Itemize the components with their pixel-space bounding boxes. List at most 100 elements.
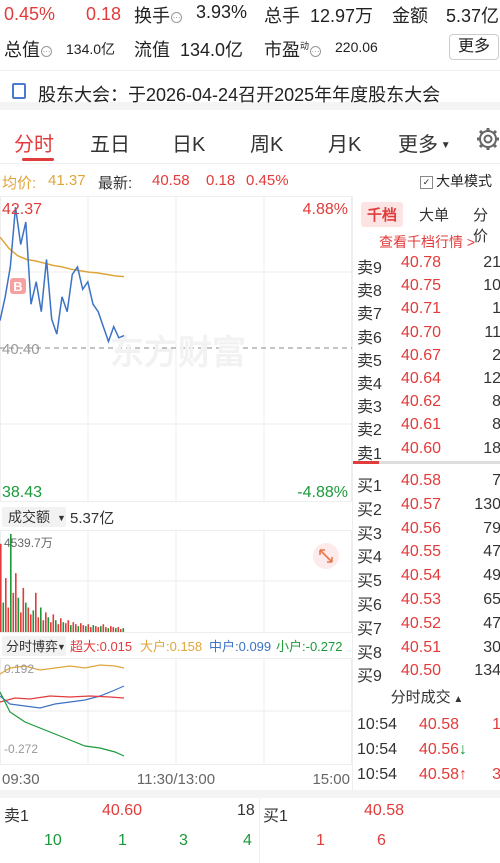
- caret-down-icon: ▼: [57, 642, 66, 652]
- bid-row[interactable]: 买1 40.58 7: [353, 470, 500, 495]
- volume-bar: [105, 627, 107, 632]
- avg-price-label: 均价:: [2, 175, 37, 192]
- bid-row[interactable]: 买3 40.56 79: [353, 518, 500, 543]
- bid-label: 买5: [357, 573, 382, 591]
- flow-high-label: 0.192: [4, 662, 34, 676]
- tab-big-orders[interactable]: 大单: [419, 207, 450, 224]
- volume-bar: [32, 610, 35, 632]
- ask-volume: 11: [484, 323, 500, 341]
- big-order-mode-toggle[interactable]: ✓ 大单模式: [420, 171, 500, 191]
- expand-icon[interactable]: [313, 543, 339, 569]
- market-cap-label: 总值 ⋯: [4, 40, 52, 60]
- ask-volume: 8: [492, 416, 500, 434]
- bottom-buy-label: 买1: [263, 808, 288, 825]
- bottom-sell-vol: 18: [237, 802, 255, 819]
- tab-daily-k[interactable]: 日K: [172, 134, 206, 156]
- caret-up-icon: ▲: [450, 694, 464, 705]
- volume-bar: [5, 578, 7, 632]
- bid-label: 买4: [357, 549, 382, 567]
- tab-more[interactable]: 更多 ▼: [398, 134, 451, 156]
- tab-monthly-k[interactable]: 月K: [328, 134, 362, 156]
- tab-price-distribution[interactable]: 分价: [473, 207, 489, 245]
- volume-bar: [115, 628, 117, 632]
- last-change: 0.18: [206, 172, 236, 189]
- bid-volume: 130: [474, 495, 500, 513]
- ask-volume: 12: [483, 370, 500, 387]
- bottom-buy-price: 40.58: [364, 802, 405, 819]
- tab-five-day[interactable]: 五日: [90, 134, 130, 156]
- bid-price: 40.53: [401, 591, 442, 608]
- bid-row[interactable]: 买6 40.53 65: [353, 589, 500, 614]
- bid-row[interactable]: 买5 40.54 49: [353, 565, 500, 591]
- bid-volume: 65: [483, 591, 500, 608]
- ask-row[interactable]: 卖8 40.75 10: [353, 275, 500, 300]
- info-icon[interactable]: ⋯: [171, 12, 182, 23]
- price-base-label: 40.40: [2, 341, 40, 358]
- ask-price: 40.67: [401, 346, 442, 364]
- volume-bar: [77, 626, 80, 632]
- view-thousand-levels-link[interactable]: 查看千档行情 >: [378, 234, 476, 250]
- ask-row[interactable]: 卖3 40.62 8: [353, 391, 500, 416]
- intraday-chart[interactable]: 东方财富 B 42.37 4.88% 40.40 38.43 -4.88% 成交…: [0, 196, 352, 790]
- bid-row[interactable]: 买9 40.50 134: [353, 660, 500, 685]
- bid-volume: 49: [483, 567, 500, 585]
- tab-intraday[interactable]: 分时: [14, 134, 54, 156]
- volume-bar: [42, 620, 45, 632]
- ask-row[interactable]: 卖2 40.61 8: [353, 414, 500, 439]
- trade-price: 40.58: [419, 716, 460, 733]
- flow-selector[interactable]: [2, 636, 66, 656]
- info-icon[interactable]: ⋯: [310, 46, 322, 57]
- bottom-sell-price: 40.60: [102, 802, 143, 819]
- ask-row[interactable]: 卖7 40.71 1: [353, 298, 500, 323]
- active-tab-indicator: [22, 158, 54, 161]
- tab-thousand-levels[interactable]: 千档: [361, 202, 404, 227]
- flow-mid: 中户:0.099: [209, 639, 271, 654]
- ask-row[interactable]: 卖9 40.78 21: [353, 252, 500, 277]
- bid-row[interactable]: 买2 40.57 130: [353, 494, 500, 519]
- flow-mid-line: [0, 685, 125, 709]
- trade-price: 40.58↑: [419, 766, 468, 783]
- price-low-label: 38.43: [2, 484, 42, 501]
- tick-trades-header[interactable]: 分时成交 ▲: [390, 689, 464, 706]
- flow-super-line: [0, 695, 125, 703]
- price-line: [0, 207, 125, 344]
- ask-row[interactable]: 卖6 40.70 11: [353, 322, 500, 347]
- announcement-bar[interactable]: 股东大会：于2026-04-24召开2025年年度股东大会: [0, 70, 500, 110]
- bid-volume: 47: [483, 543, 500, 561]
- ask-row[interactable]: 卖5 40.67 2: [353, 345, 500, 370]
- ask-row[interactable]: 卖4 40.64 12: [353, 368, 500, 393]
- document-icon: [12, 83, 26, 99]
- buy-order-count: 6: [377, 832, 386, 849]
- more-stats-button[interactable]: 更多: [449, 34, 499, 60]
- float-cap-label: 流值: [134, 40, 170, 60]
- buy-marker: B: [10, 278, 26, 294]
- gear-icon[interactable]: [475, 126, 500, 152]
- market-cap-value: 134.0亿: [66, 41, 116, 57]
- bid-row[interactable]: 买7 40.52 47: [353, 613, 500, 638]
- checkbox-icon[interactable]: ✓: [420, 176, 433, 189]
- volume-bar: [35, 592, 37, 632]
- volume-bar: [97, 627, 100, 632]
- bid-label: 买3: [357, 525, 382, 543]
- volume-bar: [80, 623, 82, 632]
- price-high-label: 42.37: [2, 201, 42, 218]
- bid-row[interactable]: 买4 40.55 47: [353, 541, 500, 567]
- bid-price: 40.55: [401, 543, 442, 561]
- info-icon[interactable]: ⋯: [41, 46, 52, 57]
- tab-weekly-k[interactable]: 周K: [250, 134, 284, 156]
- ask-volume: 1: [492, 300, 500, 318]
- change-amount: 0.18: [86, 4, 122, 24]
- volume-bar: [87, 624, 90, 632]
- ask-volume: 8: [492, 393, 500, 411]
- bid-row[interactable]: 买8 40.51 30: [353, 637, 500, 662]
- trade-direction-icon: ↑: [459, 766, 468, 783]
- volume-selector[interactable]: [2, 507, 66, 527]
- ask-label: 卖1: [357, 445, 382, 463]
- order-book-panel: 千档 大单 分价 查看千档行情 > 卖9 40.78 21 卖8 40.75 10 卖7 40…: [352, 196, 500, 790]
- ask-row[interactable]: 卖1 40.60 18: [353, 438, 500, 463]
- bid-price: 40.57: [401, 495, 442, 513]
- order-book-tabs: 千档 大单 分价: [353, 200, 500, 245]
- ask-price: 40.64: [401, 370, 442, 387]
- last-price-label: 最新:: [98, 175, 133, 192]
- x-tick-mid: 11:30/13:00: [137, 771, 215, 788]
